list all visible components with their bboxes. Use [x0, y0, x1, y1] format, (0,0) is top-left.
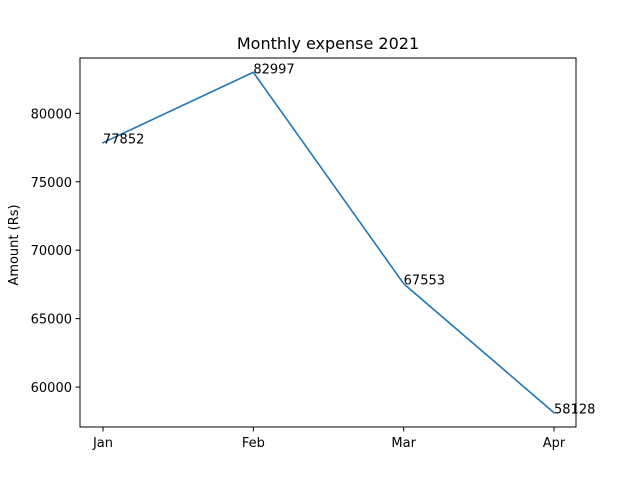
- x-tick-label: Feb: [242, 436, 265, 451]
- data-label: 58128: [554, 403, 595, 418]
- y-axis-label: Amount (Rs): [7, 204, 22, 285]
- y-tick-label: 70000: [31, 244, 72, 259]
- series-line: [101, 71, 556, 414]
- y-tick-label: 75000: [31, 176, 72, 191]
- axes-frame: [79, 57, 577, 428]
- data-label: 77852: [103, 133, 144, 148]
- data-label: 67553: [404, 274, 445, 289]
- plot-area: 60000 65000 70000 75000 80000 Jan Feb Mar Apr 778…: [31, 57, 595, 451]
- chart-title: Monthly expense 2021: [237, 34, 419, 53]
- y-tick-label: 65000: [31, 313, 72, 328]
- x-tick-label: Apr: [543, 436, 566, 451]
- y-tick-label: 60000: [31, 381, 72, 396]
- y-tick-label: 80000: [31, 107, 72, 122]
- x-tick-label: Jan: [92, 436, 113, 451]
- data-label: 82997: [253, 62, 294, 77]
- x-tick-label: Mar: [391, 436, 416, 451]
